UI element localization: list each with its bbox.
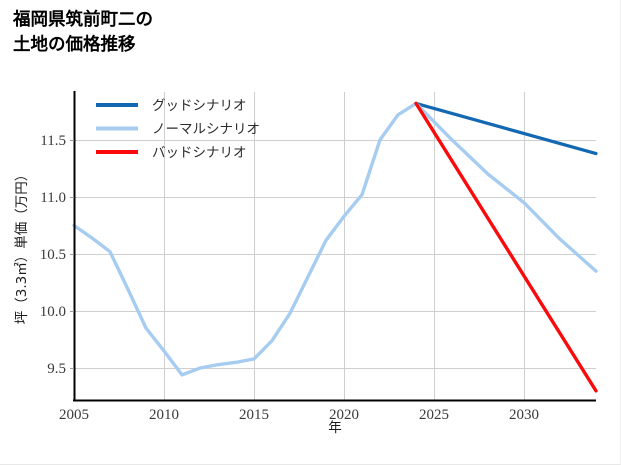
- y-tick-label: 9.5: [47, 361, 66, 377]
- x-tick-label: 2020: [329, 407, 359, 423]
- series-line-1: [414, 101, 598, 156]
- x-tick-label: 2015: [239, 407, 269, 423]
- series-lines: [72, 101, 598, 393]
- legend-label-2: ノーマルシナリオ: [152, 122, 260, 138]
- y-tick-label: 11.5: [40, 133, 66, 149]
- chart-title: 福岡県筑前町二の 土地の価格推移: [13, 10, 153, 55]
- y-axis-title: 坪（3.3㎡）単価（万円）: [14, 168, 30, 324]
- y-tick-label: 11.0: [40, 190, 66, 206]
- legend-label-3: バッドシナリオ: [152, 145, 247, 161]
- x-tick-label: 2005: [59, 407, 89, 423]
- y-tick-label: 10.0: [40, 304, 66, 320]
- x-tick-label: 2030: [509, 407, 539, 423]
- gridlines: [74, 92, 596, 400]
- y-axis-ticks: 9.5 10.0 10.5 11.0 11.5: [40, 133, 74, 377]
- series-line-3: [414, 101, 598, 393]
- y-tick-label: 10.5: [40, 247, 66, 263]
- x-axis-ticks: 2005 2010 2015 2020 2025 2030: [59, 407, 539, 423]
- axis-spines: [73, 91, 596, 402]
- series-line-2: [72, 101, 598, 377]
- x-axis-title: 年: [328, 420, 342, 436]
- legend-label-1: グッドシナリオ: [152, 98, 247, 114]
- x-tick-label: 2010: [149, 407, 179, 423]
- x-tick-label: 2025: [419, 407, 449, 423]
